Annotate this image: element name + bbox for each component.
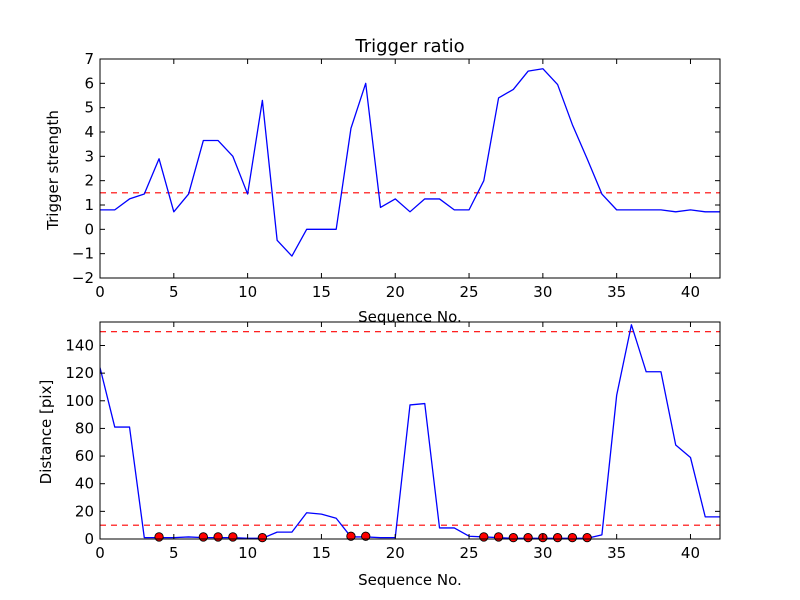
y-tick-label: 0	[84, 220, 94, 238]
distance-panel: Distance [pix] Sequence No. 0 5 10 15 20 25 30…	[37, 321, 721, 589]
x-tick-label: 30	[533, 544, 552, 562]
data-point-marker	[154, 532, 164, 542]
x-tick-label: 5	[169, 544, 179, 562]
x-tick-label: 0	[95, 544, 105, 562]
x-tick-label: 20	[386, 283, 405, 301]
data-point-marker	[346, 531, 356, 541]
x-tick-label: 25	[460, 544, 479, 562]
x-tick-label: 0	[95, 283, 105, 301]
plot-frame	[99, 58, 721, 279]
y-tick-label: 120	[65, 364, 94, 382]
x-tick-label: 20	[386, 544, 405, 562]
x-tick-label: 5	[169, 283, 179, 301]
data-point-marker	[508, 532, 518, 543]
y-tick-label: 100	[65, 392, 94, 410]
x-tick-label: 15	[312, 544, 331, 562]
data-point-marker	[213, 532, 223, 542]
x-tick-label: 35	[607, 544, 626, 562]
trigger-ratio-panel: Trigger ratio Trigger strength Sequence …	[44, 36, 721, 326]
x-tick-label: 30	[533, 283, 552, 301]
y-tick-label: 60	[75, 447, 94, 465]
data-point-marker	[582, 532, 592, 543]
data-point-marker	[228, 532, 238, 542]
data-point-marker	[198, 532, 208, 542]
plot-frame	[99, 321, 721, 540]
y-tick-label: 40	[75, 475, 94, 493]
data-point-marker	[361, 531, 371, 541]
y-tick-label: −2	[72, 269, 94, 287]
y-tick-label: 3	[84, 147, 94, 165]
x-tick-label: 40	[681, 544, 700, 562]
x-tick-label: 10	[238, 544, 257, 562]
series-line	[100, 324, 720, 539]
y-axis-label: Distance [pix]	[37, 380, 55, 485]
x-axis-label: Sequence No.	[358, 571, 462, 589]
x-tick-label: 40	[681, 283, 700, 301]
x-tick-label: 35	[607, 283, 626, 301]
y-tick-label: 140	[65, 336, 94, 354]
data-point-marker	[552, 532, 563, 543]
data-point-marker	[493, 532, 504, 542]
x-tick-label: 25	[460, 283, 479, 301]
series-line	[100, 68, 720, 257]
data-point-marker	[523, 532, 533, 543]
data-point-marker	[257, 532, 268, 543]
y-tick-label: 0	[84, 530, 94, 548]
y-tick-label: 20	[75, 502, 94, 520]
chart-title: Trigger ratio	[354, 36, 464, 57]
y-tick-label: 1	[84, 196, 94, 214]
y-tick-label: −1	[72, 245, 94, 263]
data-point-marker	[567, 532, 578, 543]
y-tick-label: 5	[84, 99, 94, 117]
y-tick-label: 7	[84, 50, 94, 68]
y-tick-label: 6	[84, 74, 94, 92]
y-tick-label: 4	[84, 123, 94, 141]
y-tick-label: 2	[84, 172, 94, 190]
y-tick-label: 80	[75, 419, 94, 437]
x-tick-label: 15	[312, 283, 331, 301]
x-tick-label: 10	[238, 283, 257, 301]
data-point-marker	[479, 532, 489, 542]
x-axis-label: Sequence No.	[358, 308, 462, 326]
y-axis-label: Trigger strength	[44, 110, 62, 231]
